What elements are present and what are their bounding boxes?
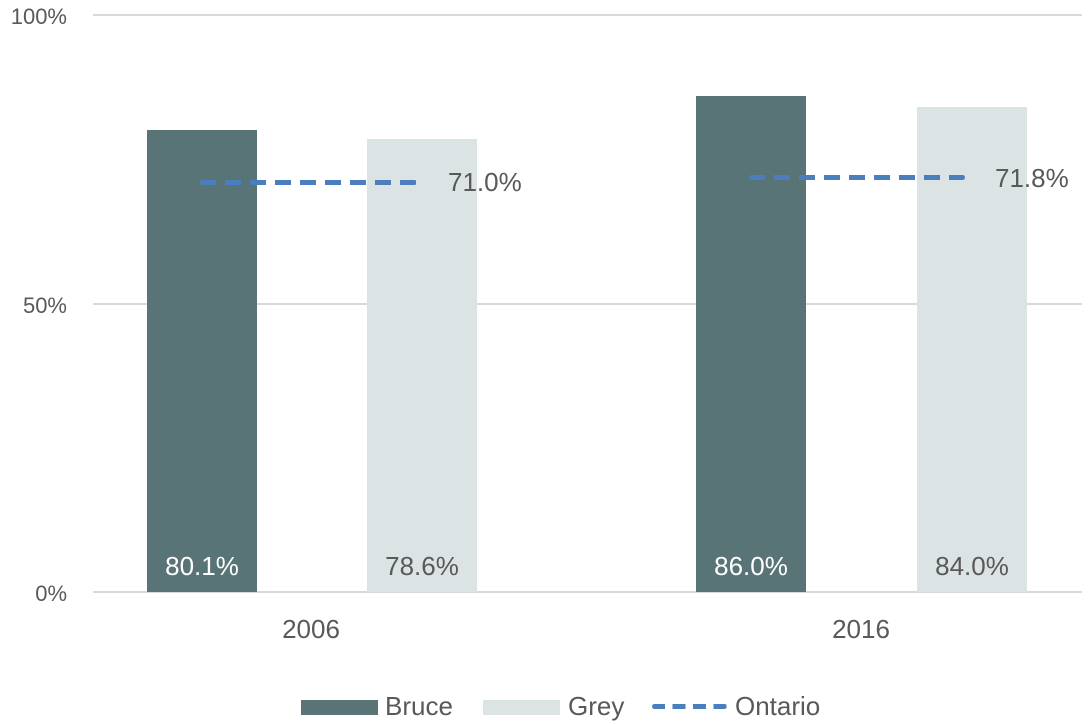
legend-dash-ontario <box>652 704 727 709</box>
legend-swatch-grey <box>483 700 560 715</box>
y-axis-tick-100: 100% <box>10 4 67 29</box>
bar-grey-2016: 84.0% <box>917 107 1027 592</box>
x-axis-label-2016: 2016 <box>832 614 890 644</box>
bar-bruce-2016: 86.0% <box>696 95 806 592</box>
legend-swatch-bruce <box>301 700 378 715</box>
legend-label-bruce: Bruce <box>385 691 453 721</box>
bar-value-label: 78.6% <box>385 551 459 581</box>
legend-label-grey: Grey <box>568 691 625 721</box>
bar-bruce-2006: 80.1% <box>147 129 257 592</box>
gridline-100pct <box>93 14 1082 16</box>
gridline-50pct <box>93 302 1082 305</box>
y-axis-tick-50: 50% <box>22 292 67 318</box>
y-axis-tick-0: 0% <box>35 581 67 606</box>
bar-value-label: 84.0% <box>935 551 1009 581</box>
ontario-line-2006 <box>200 179 417 185</box>
ontario-line-2016 <box>749 175 965 181</box>
gridline-0pct <box>93 591 1082 593</box>
ontario-line-label-2006: 71.0% <box>448 167 522 198</box>
bar-value-label: 86.0% <box>714 551 788 581</box>
ontario-line-label-2016: 71.8% <box>995 162 1069 193</box>
bar-grey-2006: 78.6% <box>367 138 477 592</box>
bar-value-label: 80.1% <box>165 551 239 581</box>
legend-label-ontario: Ontario <box>735 691 821 721</box>
x-axis-label-2006: 2006 <box>282 614 340 644</box>
